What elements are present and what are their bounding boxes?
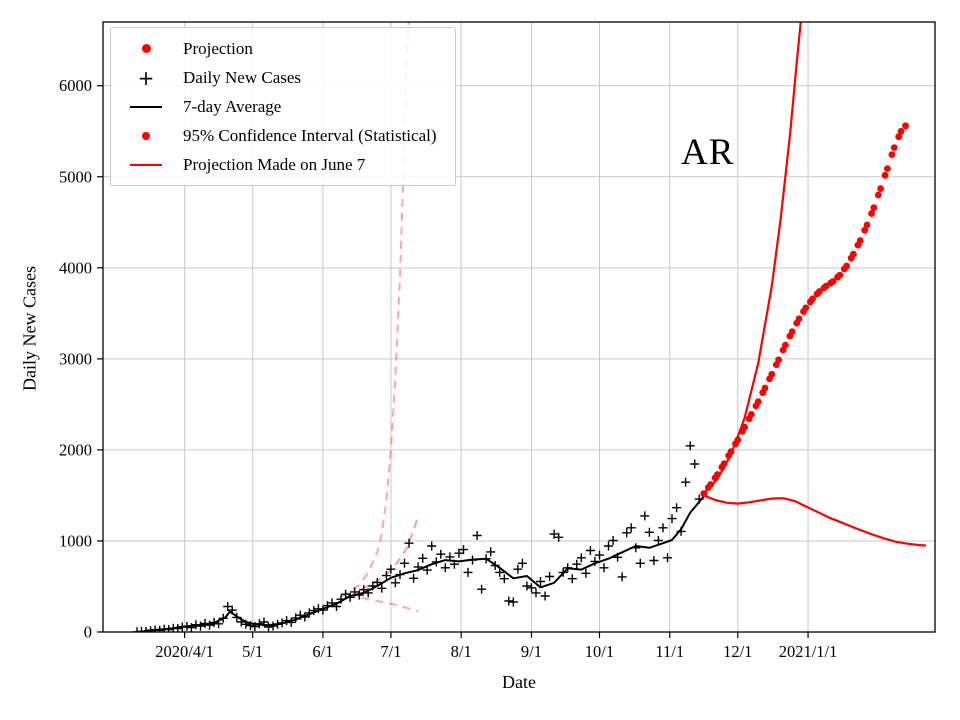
legend-item-projection: Projection — [119, 34, 437, 63]
legend-label: Projection — [183, 38, 253, 58]
legend-item-confidence-interval: 95% Confidence Interval (Statistical) — [119, 121, 437, 150]
plot-border — [102, 21, 936, 633]
x-tick-label: 7/1 — [380, 642, 401, 661]
x-tick-label: 5/1 — [242, 642, 263, 661]
ci-lower-line — [703, 494, 926, 547]
x-tick-label: 8/1 — [451, 642, 472, 661]
y-tick-label: 5000 — [59, 167, 92, 186]
y-tick-label: 6000 — [59, 76, 92, 95]
daily-new-cases-scatter — [132, 441, 704, 632]
june7-projection-lower-line — [347, 594, 419, 613]
x-tick-label: 2021/1/1 — [779, 642, 838, 661]
x-tick-label: 2020/4/1 — [155, 642, 214, 661]
legend-item-daily-new-cases: + Daily New Cases — [119, 63, 437, 92]
y-tick-label: 1000 — [59, 531, 92, 550]
red-dot-marker-icon — [141, 44, 151, 53]
x-axis-title: Date — [502, 672, 536, 692]
axis-ticks: 2020/4/1 5/1 6/1 7/1 8/1 9/1 10/1 11/1 12/1 2021/… — [59, 76, 837, 661]
seven-day-average-line — [143, 495, 705, 632]
y-tick-label: 0 — [84, 623, 92, 642]
legend-label: 7-day Average — [183, 96, 282, 116]
ci-upper-line — [702, 22, 802, 495]
x-tick-label: 10/1 — [585, 642, 614, 661]
state-annotation: AR — [681, 132, 735, 173]
black-line-marker-icon — [130, 105, 162, 108]
legend-label: Daily New Cases — [183, 67, 302, 87]
legend-label: 95% Confidence Interval (Statistical) — [183, 125, 437, 145]
projection-dots — [700, 122, 909, 497]
plus-marker-icon: + — [137, 65, 155, 90]
series-group — [132, 22, 926, 632]
x-tick-label: 11/1 — [655, 642, 684, 661]
x-tick-label: 6/1 — [312, 642, 333, 661]
red-line-marker-icon — [130, 163, 162, 166]
legend-item-seven-day-average: 7-day Average — [119, 92, 437, 121]
june7-projection-upper-line — [340, 22, 410, 598]
legend-item-june7-projection: Projection Made on June 7 — [119, 150, 437, 179]
y-axis-title: Daily New Cases — [19, 266, 40, 391]
x-tick-label: 9/1 — [521, 642, 542, 661]
y-tick-label: 3000 — [59, 349, 92, 368]
legend-label: Projection Made on June 7 — [183, 154, 366, 174]
red-dot-small-marker-icon — [142, 131, 150, 140]
legend: Projection + Daily New Cases 7-day Avera… — [110, 27, 456, 186]
y-tick-label: 2000 — [59, 440, 92, 459]
y-tick-label: 4000 — [59, 258, 92, 277]
x-tick-label: 12/1 — [723, 642, 752, 661]
